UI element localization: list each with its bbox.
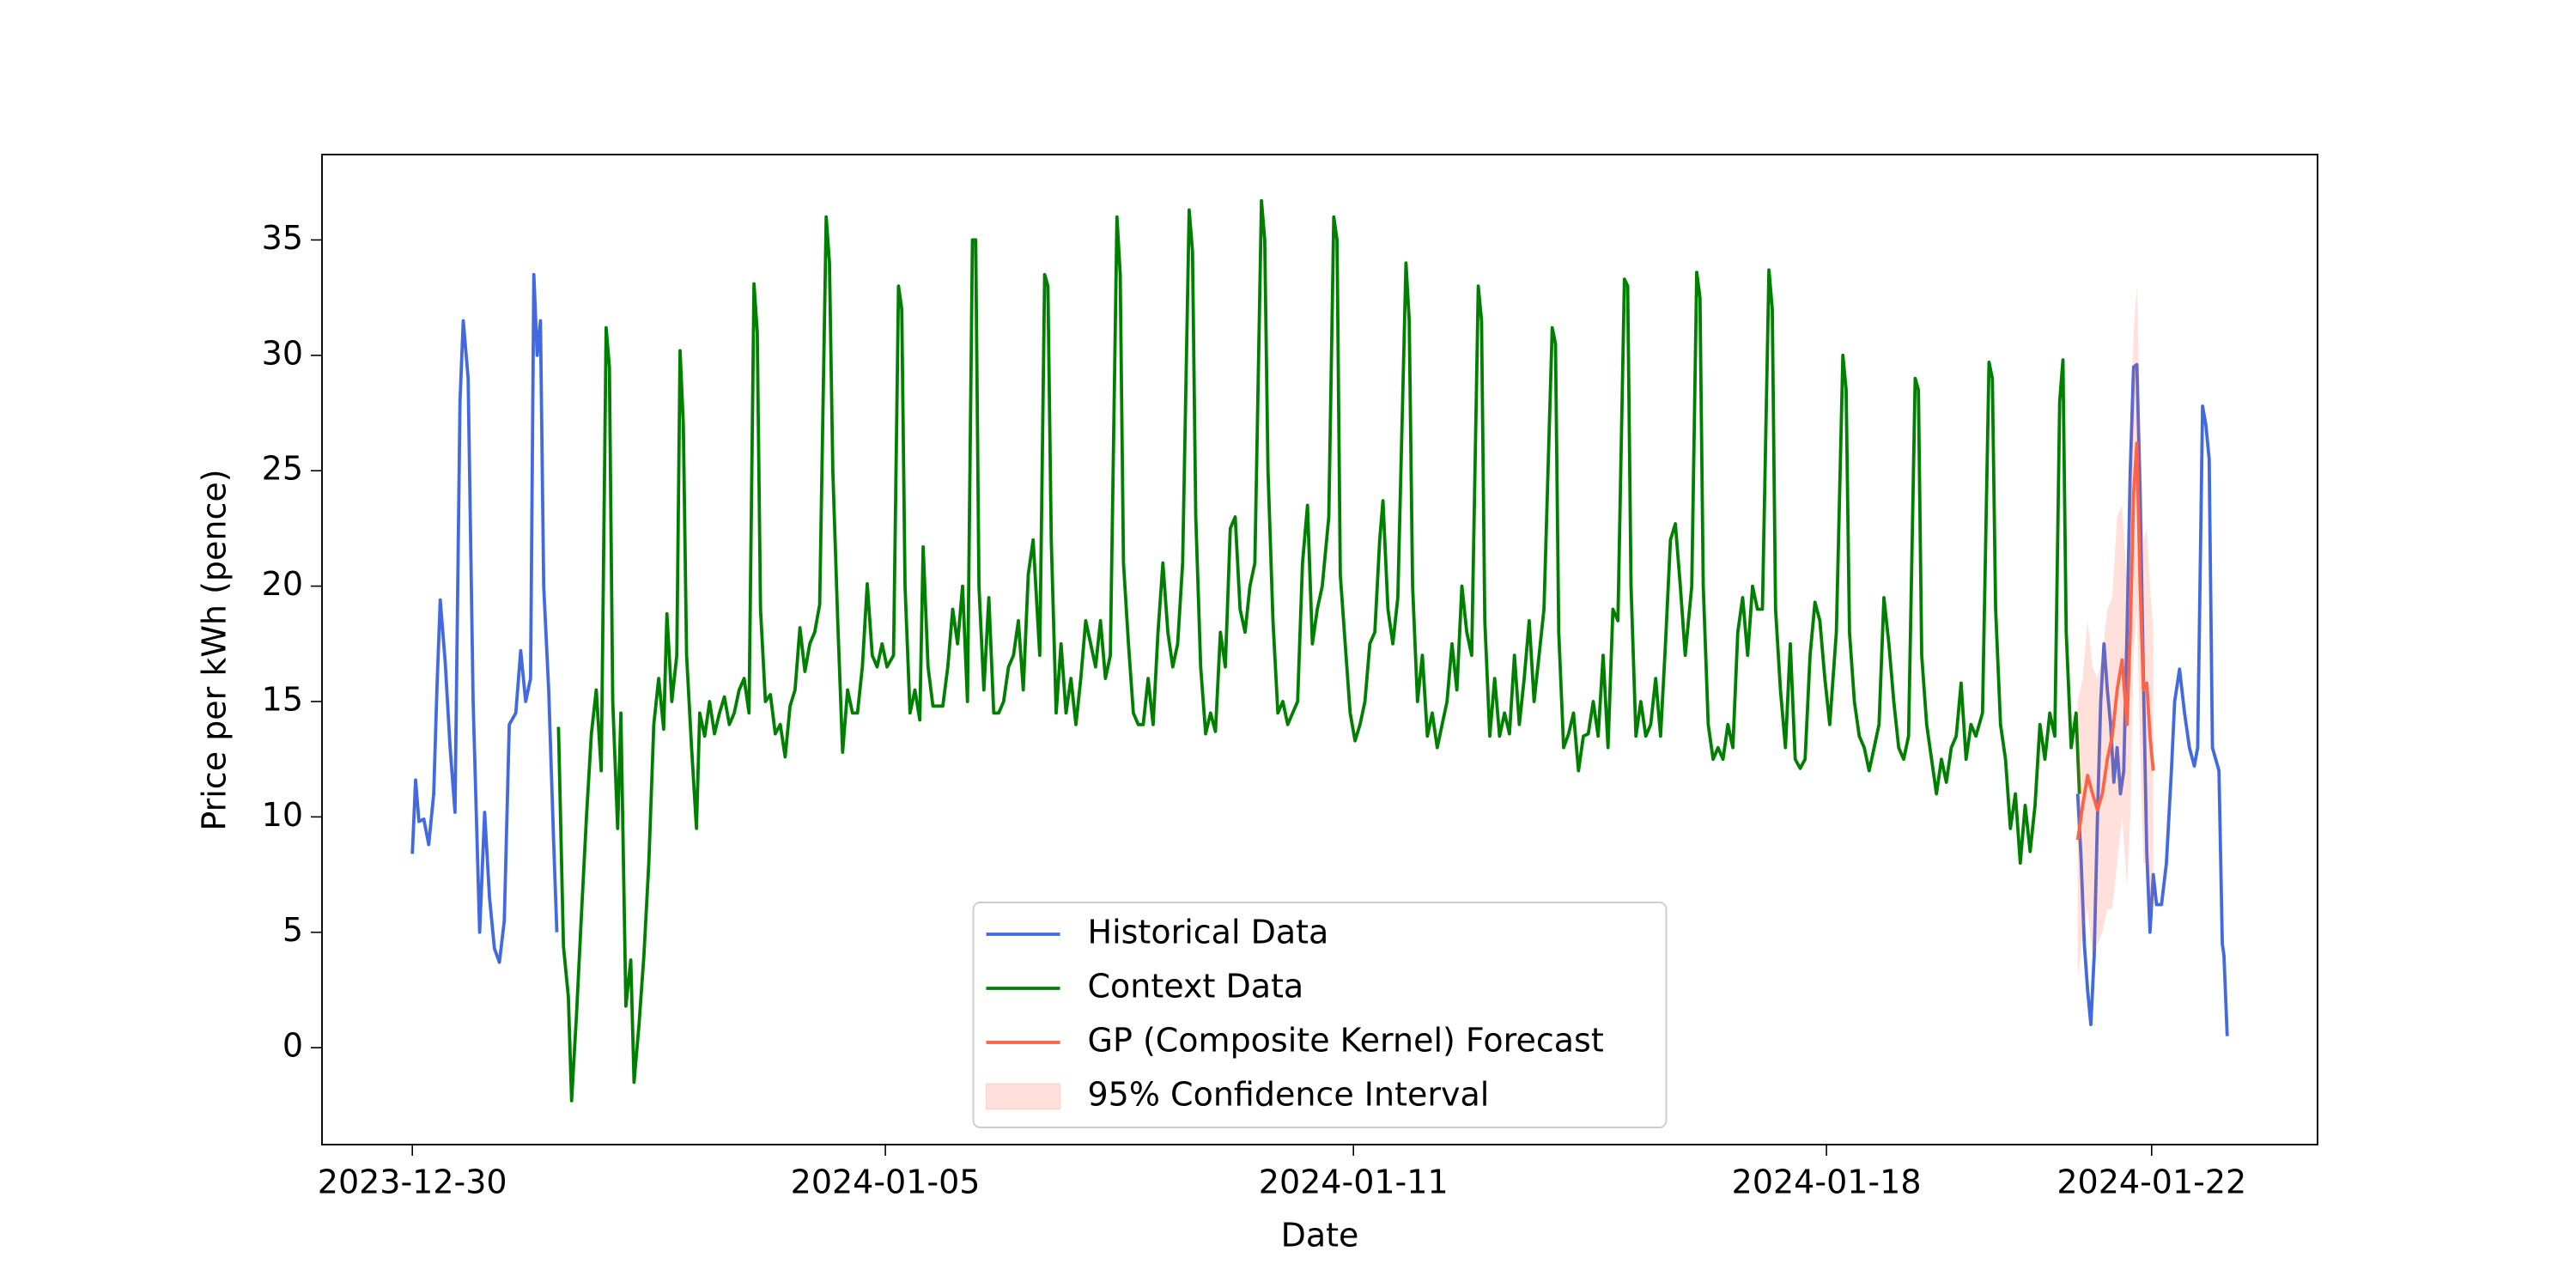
y-tick-label: 0 — [283, 1027, 303, 1065]
x-tick-label: 2024-01-18 — [1732, 1163, 1922, 1201]
x-tick-label: 2024-01-22 — [2057, 1163, 2246, 1201]
legend-label: 95% Confidence Interval — [1088, 1076, 1490, 1114]
x-axis-label: Date — [1281, 1217, 1359, 1255]
series-line — [410, 272, 2229, 1036]
y-tick-label: 10 — [262, 796, 303, 834]
x-tick-label: 2024-01-05 — [791, 1163, 981, 1201]
y-tick-label: 25 — [262, 450, 303, 488]
legend-label: GP (Composite Kernel) Forecast — [1088, 1022, 1604, 1060]
x-tick-label: 2023-12-30 — [318, 1163, 507, 1201]
y-tick-label: 15 — [262, 680, 303, 718]
legend-swatch — [986, 1083, 1060, 1110]
legend-label: Context Data — [1088, 968, 1304, 1005]
series-line — [2075, 441, 2155, 841]
plot-frame — [321, 154, 2318, 1145]
legend-label: Historical Data — [1088, 914, 1329, 951]
y-axis-label: Price per kWh (pence) — [196, 469, 234, 830]
legend: Historical Data Context Data GP (Composite… — [972, 902, 1668, 1128]
legend-frame — [972, 902, 1668, 1128]
y-tick-label: 5 — [283, 911, 303, 949]
series-line — [556, 198, 2081, 1103]
y-tick-label: 35 — [262, 219, 303, 257]
y-tick-label: 20 — [262, 565, 303, 603]
plot-area — [410, 198, 2229, 1103]
x-tick-label: 2024-01-11 — [1259, 1163, 1449, 1201]
y-tick-label: 30 — [262, 334, 303, 372]
